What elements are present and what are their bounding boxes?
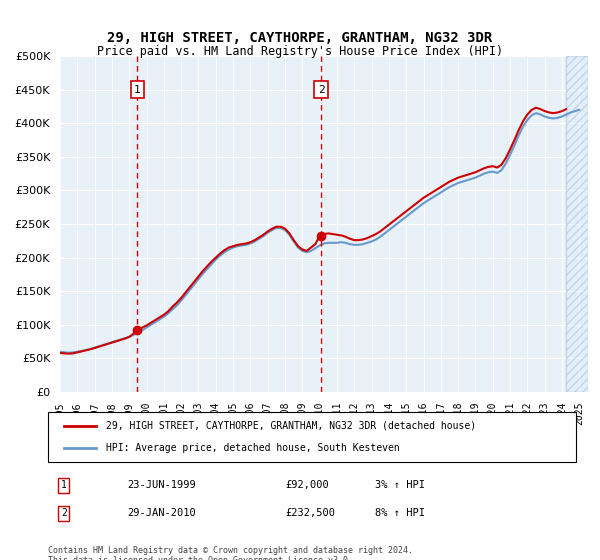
Text: £92,000: £92,000 [286, 480, 329, 490]
Text: 1: 1 [61, 480, 67, 490]
Text: 2: 2 [61, 508, 67, 519]
Text: £232,500: £232,500 [286, 508, 335, 519]
Text: Contains HM Land Registry data © Crown copyright and database right 2024.
This d: Contains HM Land Registry data © Crown c… [48, 546, 413, 560]
Text: 29-JAN-2010: 29-JAN-2010 [127, 508, 196, 519]
Text: 29, HIGH STREET, CAYTHORPE, GRANTHAM, NG32 3DR: 29, HIGH STREET, CAYTHORPE, GRANTHAM, NG… [107, 31, 493, 45]
Text: Price paid vs. HM Land Registry's House Price Index (HPI): Price paid vs. HM Land Registry's House … [97, 45, 503, 58]
Text: 2: 2 [317, 85, 325, 95]
Bar [566, 56, 588, 392]
Text: 29, HIGH STREET, CAYTHORPE, GRANTHAM, NG32 3DR (detached house): 29, HIGH STREET, CAYTHORPE, GRANTHAM, NG… [106, 421, 476, 431]
FancyBboxPatch shape [48, 412, 576, 462]
Text: 1: 1 [134, 85, 141, 95]
Text: 23-JUN-1999: 23-JUN-1999 [127, 480, 196, 490]
Text: 8% ↑ HPI: 8% ↑ HPI [376, 508, 425, 519]
Text: 3% ↑ HPI: 3% ↑ HPI [376, 480, 425, 490]
Text: HPI: Average price, detached house, South Kesteven: HPI: Average price, detached house, Sout… [106, 443, 400, 453]
